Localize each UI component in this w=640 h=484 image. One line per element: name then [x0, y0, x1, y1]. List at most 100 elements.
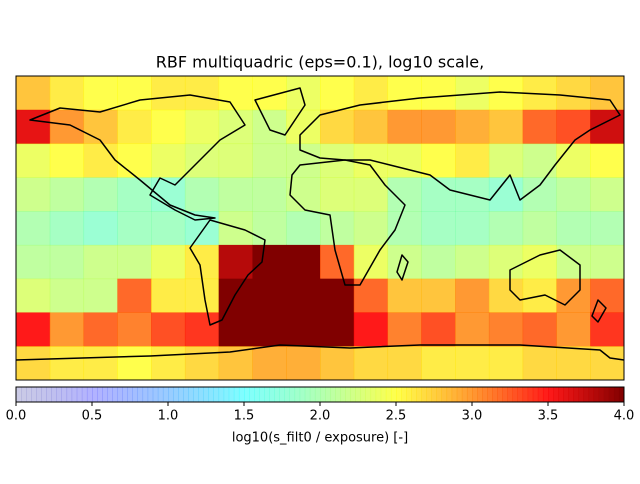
colorbar-segment: [355, 387, 361, 402]
colorbar-segment: [16, 387, 22, 402]
heatmap-cell: [522, 109, 557, 145]
colorbar-segment: [593, 387, 600, 402]
heatmap-cell: [556, 244, 591, 280]
heatmap-cell: [320, 244, 355, 280]
heatmap-cell: [151, 244, 186, 280]
heatmap-cell: [387, 76, 422, 111]
heatmap-cell: [522, 211, 557, 246]
colorbar-segment: [314, 387, 321, 402]
colorbar-segment: [188, 387, 194, 402]
heatmap-cell: [117, 109, 152, 145]
heatmap-cell: [151, 211, 186, 246]
heatmap-cell: [556, 211, 591, 246]
heatmap-cell: [83, 143, 118, 178]
heatmap-cell: [252, 244, 287, 280]
colorbar-segment: [183, 387, 189, 402]
colorbar-segment: [86, 387, 93, 402]
colorbar-segment: [588, 387, 594, 402]
heatmap-cell: [117, 244, 152, 280]
heatmap-cell: [151, 143, 186, 178]
colorbar-segment: [142, 387, 149, 402]
heatmap-cell: [218, 177, 253, 212]
heatmap-cell: [184, 76, 220, 111]
coastline: [29, 94, 246, 221]
heatmap-cell: [556, 76, 591, 111]
colorbar-segment: [320, 387, 326, 402]
heatmap-cell: [488, 278, 524, 313]
colorbar-segment: [441, 387, 448, 402]
heatmap-cell: [387, 346, 422, 381]
colorbar-tick-label: 2.0: [310, 409, 331, 424]
heatmap-cell: [522, 143, 557, 178]
colorbar-segment: [416, 387, 422, 402]
heatmap-cell: [387, 278, 422, 313]
heatmap-cell: [218, 109, 253, 145]
heatmap-cell: [16, 278, 51, 313]
colorbar-segment: [568, 387, 574, 402]
heatmap-cell: [49, 211, 85, 246]
colorbar-segment: [26, 387, 32, 402]
heatmap-cell: [252, 312, 287, 347]
heatmap-cell: [590, 312, 625, 347]
heatmap-cell: [488, 244, 524, 280]
heatmap-cell: [286, 312, 321, 347]
colorbar-segment: [431, 387, 437, 402]
colorbar-segment: [254, 387, 260, 402]
colorbar-segment: [497, 387, 503, 402]
colorbar-segment: [461, 387, 468, 402]
colorbar-segment: [603, 387, 610, 402]
colorbar-segment: [446, 387, 453, 402]
heatmap-cell: [184, 312, 220, 347]
heatmap-cell: [387, 109, 422, 145]
colorbar-tick-label: 2.5: [386, 409, 407, 424]
colorbar-segment: [71, 387, 78, 402]
heatmap-cell: [184, 177, 220, 212]
colorbar-segment: [76, 387, 83, 402]
heatmap-cell: [590, 346, 625, 381]
heatmap-cell: [252, 278, 287, 313]
heatmap-cell: [151, 76, 186, 111]
colorbar-segment: [56, 387, 62, 402]
colorbar-segment: [61, 387, 68, 402]
colorbar-segment: [451, 387, 458, 402]
colorbar-segment: [127, 387, 133, 402]
colorbar-segment: [330, 387, 336, 402]
heatmap-cell: [16, 211, 51, 246]
colorbar-segment: [502, 387, 508, 402]
heatmap-cell: [421, 278, 456, 313]
heatmap-cell: [455, 143, 490, 178]
coastline: [299, 91, 621, 201]
colorbar-segment: [578, 387, 584, 402]
heatmap-cell: [117, 143, 152, 178]
colorbar-segment: [279, 387, 285, 402]
heatmap-cell: [320, 346, 355, 381]
colorbar-segment: [294, 387, 301, 402]
colorbar-tick-label: 3.5: [538, 409, 559, 424]
heatmap-cell: [151, 109, 186, 145]
colorbar-segment: [102, 387, 108, 402]
heatmap-cell: [522, 312, 557, 347]
colorbar-segment: [299, 387, 306, 402]
heatmap-cell: [421, 244, 456, 280]
colorbar-segment: [456, 387, 463, 402]
heatmap-cell: [455, 211, 490, 246]
heatmap-cell: [83, 109, 118, 145]
heatmap-cell: [286, 76, 321, 111]
heatmap-cell: [117, 312, 152, 347]
heatmap-cell: [252, 109, 287, 145]
heatmap-cell: [590, 211, 625, 246]
heatmap-cell: [49, 177, 85, 212]
heatmap-cell: [488, 109, 524, 145]
heatmap-cell: [353, 312, 389, 347]
colorbar-segment: [507, 387, 513, 402]
heatmap-cell: [421, 312, 456, 347]
colorbar-segment: [162, 387, 169, 402]
heatmap-cell: [286, 346, 321, 381]
heatmap-cell: [590, 143, 625, 178]
colorbar-segment: [223, 387, 230, 402]
heatmap-cell: [218, 76, 253, 111]
colorbar-segment: [21, 387, 27, 402]
colorbar-segment: [51, 387, 57, 402]
heatmap-cell: [387, 312, 422, 347]
